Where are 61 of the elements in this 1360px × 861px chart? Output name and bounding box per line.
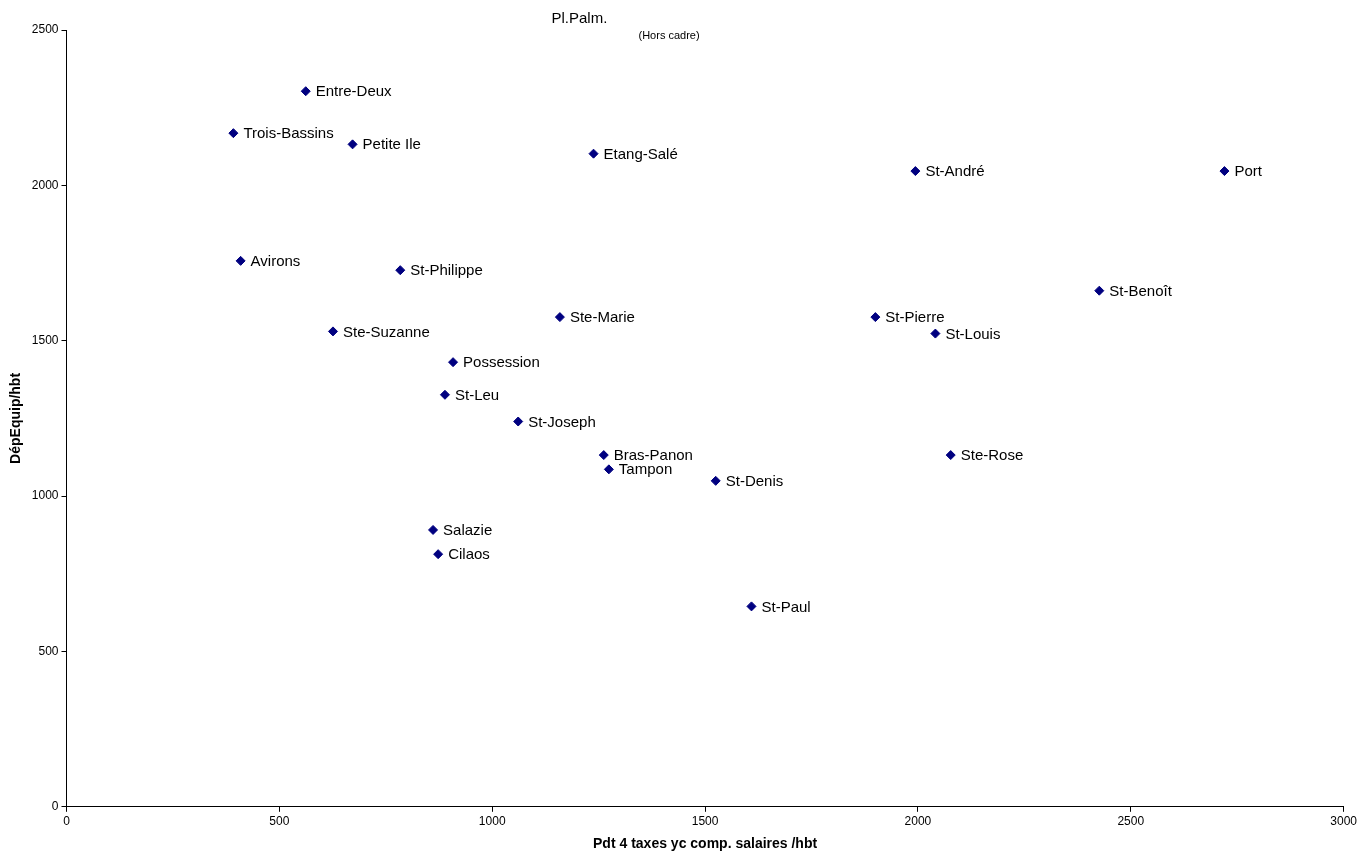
- x-tick-label: 3000: [1330, 814, 1358, 829]
- point: [746, 601, 757, 612]
- series-label: Ste-Marie: [569, 308, 635, 326]
- point: [870, 312, 881, 323]
- series-label: St-Joseph: [528, 412, 596, 430]
- point: [433, 549, 444, 560]
- series-label: Avirons: [250, 252, 301, 270]
- x-tick-label: 0: [63, 814, 71, 829]
- y-tick-label: 1500: [31, 333, 59, 348]
- series-label: St-Benoît: [1109, 281, 1173, 299]
- point: [554, 312, 565, 323]
- point: [945, 450, 956, 461]
- y-axis-title: DépEquip/hbt: [7, 372, 24, 464]
- series-label: Etang-Salé: [603, 144, 678, 162]
- series-label: St-Denis: [725, 472, 784, 489]
- point: [910, 166, 921, 177]
- point: [513, 416, 524, 427]
- point: [603, 464, 614, 475]
- series-label: Cilaos: [448, 545, 490, 563]
- y-tick-label: 0: [51, 799, 59, 814]
- annotation: (Hors cadre): [638, 29, 700, 42]
- point: [1094, 285, 1105, 296]
- point: [588, 148, 599, 159]
- x-tick-label: 2000: [904, 814, 932, 829]
- series-label: St-Paul: [761, 597, 811, 615]
- series-label: St-Louis: [945, 324, 1001, 342]
- series-label: Trois-Bassins: [243, 124, 334, 142]
- series-label: Ste-Rose: [960, 446, 1024, 464]
- point: [228, 128, 239, 139]
- x-tick-label: 1500: [691, 814, 719, 829]
- series-label: St-André: [925, 162, 985, 180]
- point: [1219, 166, 1230, 177]
- x-axis-title: Pdt 4 taxes yc comp. salaires /hbt: [593, 835, 818, 852]
- point: [428, 524, 439, 535]
- series-label: Ste-Suzanne: [343, 322, 430, 340]
- y-tick-label: 2500: [31, 22, 59, 37]
- point: [598, 450, 609, 461]
- text: Pl.Palm.: [551, 8, 608, 26]
- series-label: St-Philippe: [410, 261, 483, 279]
- series-label: St-Pierre: [885, 308, 945, 326]
- point: [347, 139, 358, 150]
- x-tick-label: 500: [269, 814, 290, 829]
- point: [235, 255, 246, 266]
- point: [448, 357, 459, 368]
- point: [710, 475, 721, 486]
- series-label: Salazie: [443, 521, 493, 539]
- point: [328, 326, 338, 337]
- y-tick-label: 500: [38, 643, 59, 658]
- point: [395, 265, 406, 276]
- series-label: Entre-Deux: [315, 82, 393, 100]
- point: [439, 389, 450, 400]
- series-label: Possession: [463, 353, 540, 371]
- y-tick-label: 1000: [31, 488, 59, 503]
- series-label: Port: [1234, 162, 1263, 180]
- x-tick-label: 2500: [1117, 814, 1145, 829]
- series-label: Petite Ile: [362, 135, 421, 153]
- point: [930, 328, 941, 339]
- x-tick-label: 1000: [478, 814, 506, 829]
- y-tick-label: 2000: [31, 177, 59, 192]
- point: [300, 86, 311, 97]
- series-label: St-Leu: [454, 385, 500, 403]
